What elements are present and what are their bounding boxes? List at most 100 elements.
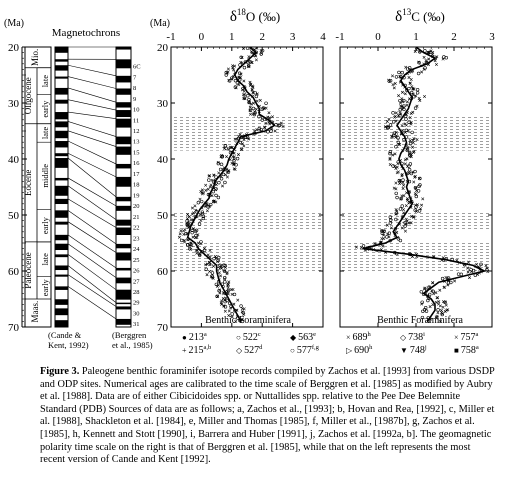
d13c-data-point [402,211,406,215]
d13c-data-point [400,194,404,198]
d13c-data-point [458,261,462,265]
polarity-left-band [55,265,68,271]
d13c-data-point [466,266,470,270]
d18o-data-point [220,184,225,188]
d18o-panel: δ18O (‰) (Ma) -1 0 1 2 3 4 20 30 40 50 60 70 Benthi… [150,7,326,356]
d13c-data-point [420,315,425,320]
chron-label: 30 [133,310,140,317]
d18o-data-point [249,102,253,106]
d18o-data-point [244,135,248,140]
d13c-data-point [437,300,441,304]
d13c-data-point [404,113,408,117]
d13c-data-point [421,292,426,296]
d13c-trend-line [362,46,487,322]
subepoch-label: early [40,279,50,297]
d18o-data-point [207,178,211,182]
d13c-data-point [391,83,395,87]
d18o-data-point [188,242,192,246]
d18o-legend-item: ● 213a [182,331,207,343]
d18o-data-point [195,251,199,255]
polarity-right-band [116,227,131,236]
d13c-data-point [384,250,388,254]
d18o-data-point [222,166,226,170]
d13c-data-point [407,86,411,91]
d13c-data-point [395,209,399,213]
d13c-data-point [421,197,425,201]
d18o-data-point [197,222,202,226]
d18o-data-point [253,131,257,136]
d13c-data-point [440,276,445,281]
d13c-data-point [436,308,440,312]
d18o-data-point [268,122,272,126]
d18o-data-point [219,174,223,178]
epoch-label: Maas. [30,301,40,323]
d18o-data-point [211,276,215,280]
d18o-data-point [252,112,257,117]
d18o-data-point [208,185,212,189]
d18o-legend: ● 213a ○ 522c ◆ 563e + 215a,b ◇ 527d ○ 577f,g [182,331,320,356]
age-tick-label: 60 [8,266,20,278]
polarity-right-band [116,289,131,300]
d18o-data-point [208,270,212,274]
d18o-data-point [214,200,218,204]
d18o-data-point [214,187,218,191]
polarity-left-band [55,141,68,148]
d13c-data-point [400,90,404,94]
epoch-label: Mio. [30,49,40,66]
chron-label: 7 [133,74,137,81]
d13c-data-point [407,120,411,125]
d18o-data-point [221,284,225,289]
d13c-data-point [400,70,404,75]
d18o-data-point [263,126,267,130]
d18o-data-point [247,55,251,59]
d13c-data-point [398,107,402,112]
d13c-legend-item: × 689h [346,331,372,343]
d18o-data-point [223,280,227,284]
d18o-data-point [179,238,184,243]
d18o-data-point [242,144,246,148]
polarity-right-band [116,146,131,155]
polarity-left-band [55,130,68,139]
d13c-data-point [443,300,447,304]
subepoch-label: late [40,127,50,139]
d13c-data-point [398,80,402,84]
d13c-data-point [449,280,453,285]
d13c-data-point [435,296,439,300]
d13c-data-point [412,95,416,99]
d13c-data-point [400,161,404,166]
d18o-data-point [190,206,194,210]
d13c-data-point [399,180,403,184]
d13c-data-point [436,311,440,315]
d13c-data-point [396,162,400,166]
d13c-data-point [424,58,428,62]
d18o-data-point [252,51,256,55]
d13c-data-point [435,55,439,59]
d13c-data-point [406,171,410,175]
d13c-data-point [394,191,398,196]
d18o-data-point [209,183,213,187]
d18o-data-point [257,109,261,113]
d13c-data-point [456,272,461,276]
d13c-legend-item: × 757a [454,331,479,343]
d18o-data-point [247,137,251,141]
d13c-data-point [400,164,404,168]
d13c-data-point [436,296,440,300]
d18o-data-point [264,121,268,125]
d18o-data-point [193,229,198,234]
polarity-right-band [116,176,131,187]
d18o-data-point [227,301,232,305]
d18o-data-point [205,273,209,277]
d18o-x-tick-label: 4 [320,31,326,43]
d13c-data-point [407,179,412,184]
polarity-left-band [55,177,68,181]
d18o-data-point [254,58,258,62]
d18o-data-point [238,132,242,136]
d13c-data-point [408,252,413,257]
polarity-right-band [116,318,131,325]
d13c-data-point [401,149,405,153]
d18o-data-point [240,88,244,92]
d13c-data-point [400,204,404,208]
d13c-data-point [443,300,447,305]
d13c-data-point [414,203,418,207]
d18o-data-point [266,130,270,134]
